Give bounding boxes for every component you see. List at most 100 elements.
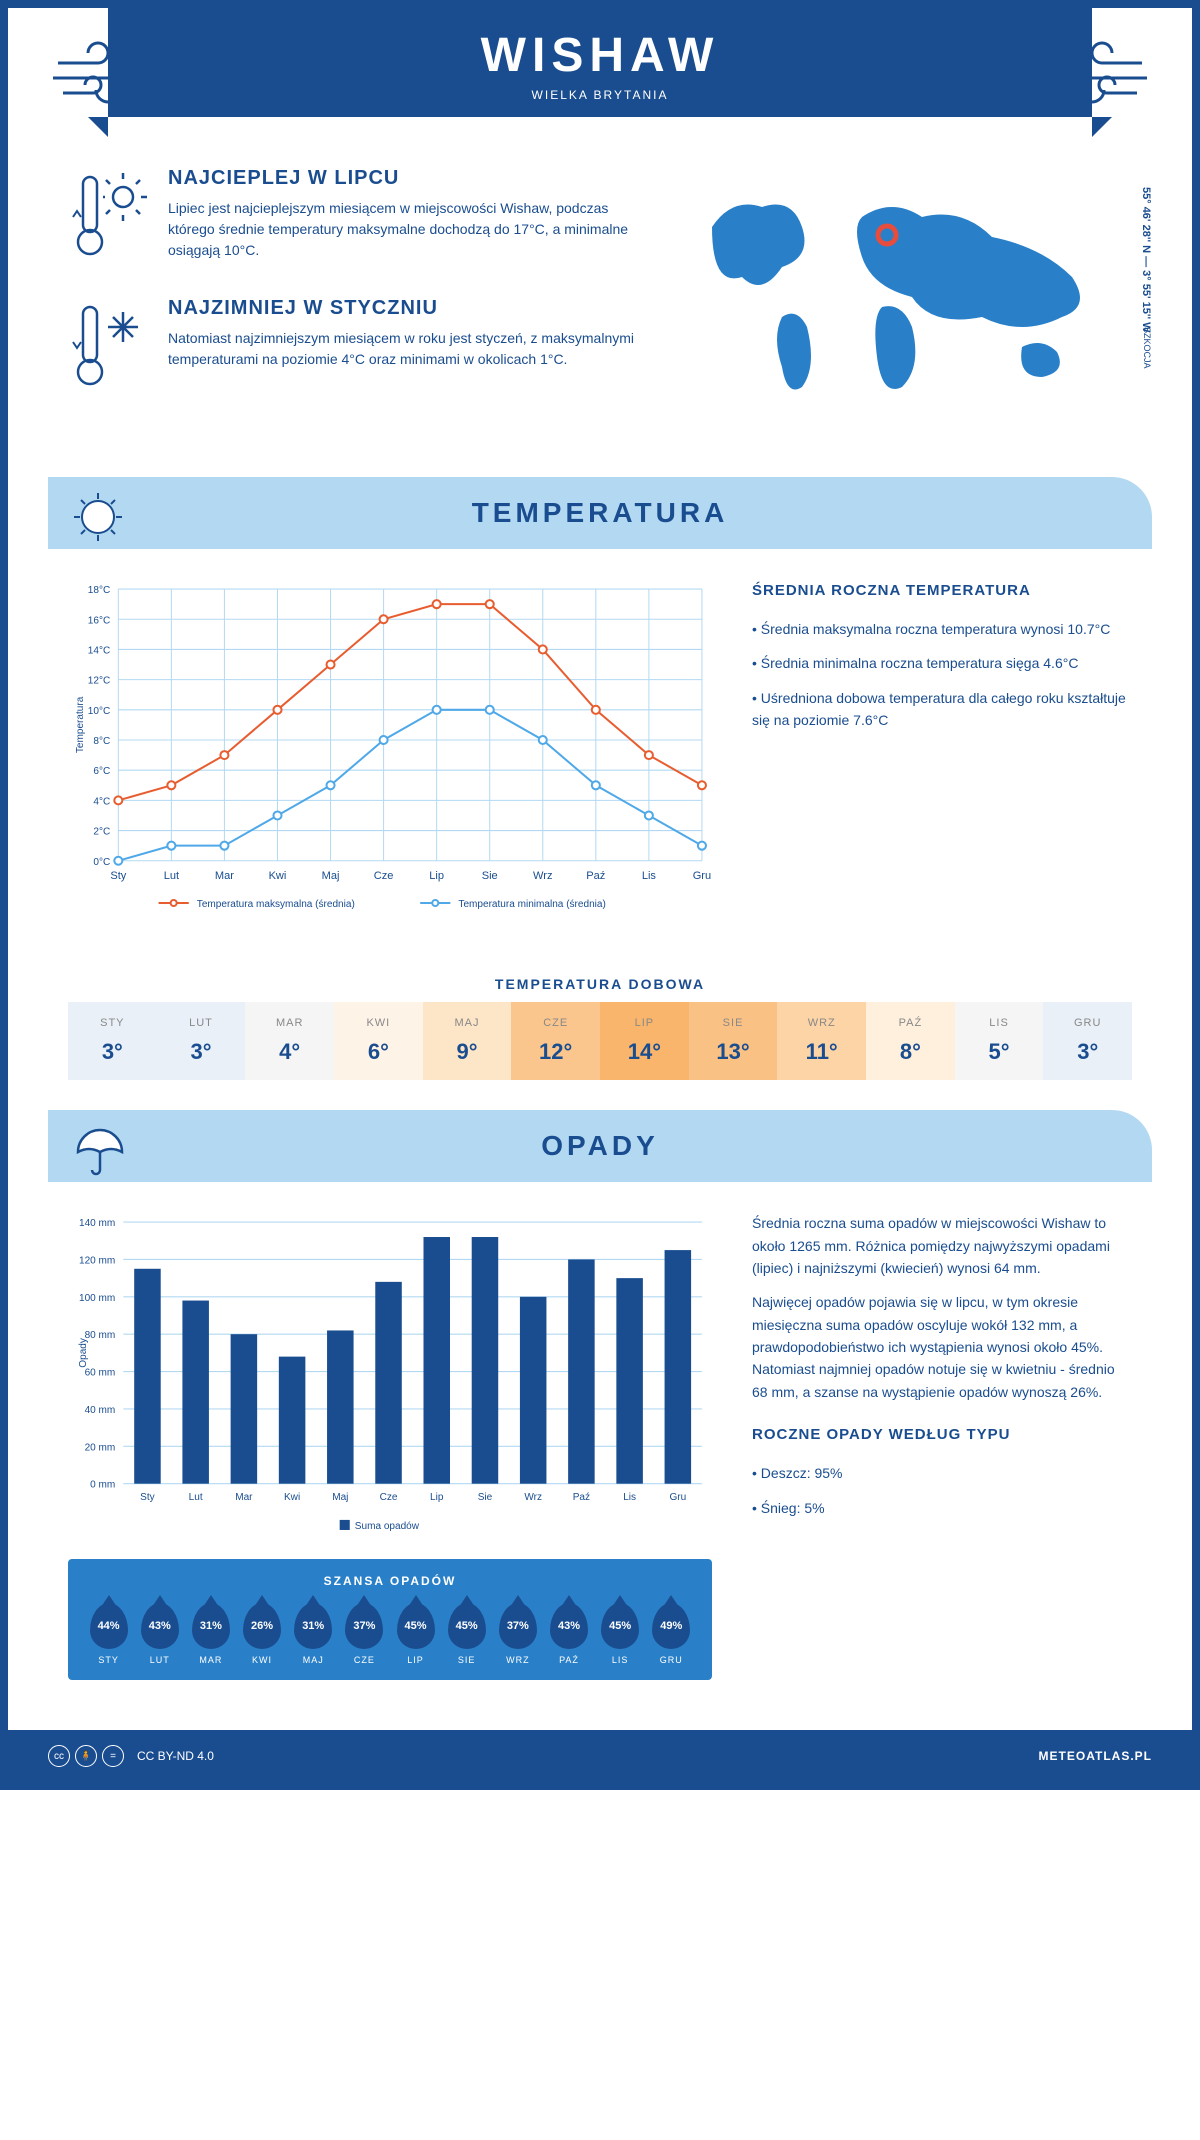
coldest-title: NAJZIMNIEJ W STYCZNIU [168,297,642,320]
temp-bullet-2: • Średnia minimalna roczna temperatura s… [752,652,1132,674]
thermometer-cold-icon [68,297,148,397]
intro-section: NAJCIEPLEJ W LIPCU Lipiec jest najcieple… [8,117,1192,457]
temp-bullet-3: • Uśredniona dobowa temperatura dla całe… [752,687,1132,732]
precipitation-summary: Średnia roczna suma opadów w miejscowośc… [752,1212,1132,1700]
temp-cell: WRZ11° [777,1002,866,1080]
svg-text:Wrz: Wrz [533,870,552,882]
svg-text:Kwi: Kwi [284,1492,300,1503]
svg-text:Mar: Mar [235,1492,253,1503]
cc-icon: cc [48,1745,70,1767]
svg-text:60 mm: 60 mm [85,1368,116,1379]
svg-text:0 mm: 0 mm [90,1480,115,1491]
daily-temp-title: TEMPERATURA DOBOWA [8,976,1192,992]
chance-drop: 26%KWI [241,1603,283,1665]
chance-drop: 49%GRU [650,1603,692,1665]
svg-text:Kwi: Kwi [269,870,287,882]
chance-drop: 31%MAR [190,1603,232,1665]
hottest-text: Lipiec jest najcieplejszym miesiącem w m… [168,198,642,261]
hottest-title: NAJCIEPLEJ W LIPCU [168,167,642,190]
svg-text:16°C: 16°C [88,615,110,626]
daily-temp-table: STY3°LUT3°MAR4°KWI6°MAJ9°CZE12°LIP14°SIE… [68,1002,1132,1080]
nd-icon: = [102,1745,124,1767]
svg-text:Temperatura: Temperatura [75,696,86,753]
country-subtitle: WIELKA BRYTANIA [108,88,1092,102]
svg-text:Cze: Cze [374,870,394,882]
svg-text:40 mm: 40 mm [85,1405,116,1416]
svg-text:Mar: Mar [215,870,234,882]
temperature-summary: ŚREDNIA ROCZNA TEMPERATURA • Średnia mak… [752,579,1132,926]
chance-drop: 43%LUT [139,1603,181,1665]
svg-text:100 mm: 100 mm [79,1293,115,1304]
precipitation-chance-box: SZANSA OPADÓW 44%STY43%LUT31%MAR26%KWI31… [68,1559,712,1680]
chance-drop: 45%LIP [395,1603,437,1665]
temp-cell: GRU3° [1043,1002,1132,1080]
svg-text:8°C: 8°C [93,736,110,747]
chance-drop: 43%PAŹ [548,1603,590,1665]
svg-text:Temperatura maksymalna (średni: Temperatura maksymalna (średnia) [197,899,355,910]
svg-text:Lip: Lip [430,1492,444,1503]
svg-text:12°C: 12°C [88,676,110,687]
svg-text:Maj: Maj [332,1492,348,1503]
world-map: 55° 46' 28'' N — 3° 55' 15'' W SZKOCJA [682,167,1132,427]
svg-text:140 mm: 140 mm [79,1218,115,1229]
chance-drop: 44%STY [88,1603,130,1665]
site-name: METEOATLAS.PL [1039,1749,1152,1763]
temp-summary-title: ŚREDNIA ROCZNA TEMPERATURA [752,579,1132,603]
by-icon: 🧍 [75,1745,97,1767]
map-svg [682,167,1132,417]
coldest-block: NAJZIMNIEJ W STYCZNIU Natomiast najzimni… [68,297,642,397]
precipitation-title: OPADY [541,1130,659,1161]
temp-cell: SIE13° [689,1002,778,1080]
svg-text:6°C: 6°C [93,766,110,777]
temp-cell: LUT3° [157,1002,246,1080]
chance-drop: 37%CZE [343,1603,385,1665]
temperature-line-chart: 0°C2°C4°C6°C8°C10°C12°C14°C16°C18°CStyLu… [68,579,712,921]
svg-text:Temperatura minimalna (średnia: Temperatura minimalna (średnia) [458,899,605,910]
region-label: SZKOCJA [1142,327,1152,369]
svg-text:Gru: Gru [669,1492,686,1503]
svg-text:Paź: Paź [586,870,605,882]
temp-cell: CZE12° [511,1002,600,1080]
svg-text:Cze: Cze [380,1492,398,1503]
temperature-section-header: TEMPERATURA [48,477,1152,549]
precipitation-bar-chart: 0 mm20 mm40 mm60 mm80 mm100 mm120 mm140 … [68,1212,712,1534]
temp-cell: KWI6° [334,1002,423,1080]
svg-text:Sty: Sty [110,870,126,882]
coldest-text: Natomiast najzimniejszym miesiącem w rok… [168,328,642,370]
page: WISHAW WIELKA BRYTANIA NAJCIEPLEJ W LIPC… [0,0,1200,1790]
chance-drop: 45%LIS [599,1603,641,1665]
svg-text:Lut: Lut [164,870,179,882]
header-banner: WISHAW WIELKA BRYTANIA [108,8,1092,117]
temp-cell: STY3° [68,1002,157,1080]
sun-icon [68,487,128,547]
chance-drop: 45%SIE [446,1603,488,1665]
svg-text:2°C: 2°C [93,827,110,838]
svg-text:Sie: Sie [482,870,498,882]
svg-text:Opady: Opady [78,1338,89,1368]
city-title: WISHAW [108,28,1092,83]
svg-text:Suma opadów: Suma opadów [355,1521,420,1532]
precip-para-1: Średnia roczna suma opadów w miejscowośc… [752,1212,1132,1279]
svg-text:Lip: Lip [429,870,444,882]
temperature-title: TEMPERATURA [472,497,729,528]
hottest-block: NAJCIEPLEJ W LIPCU Lipiec jest najcieple… [68,167,642,267]
precip-rain: • Deszcz: 95% [752,1462,1132,1484]
svg-text:Sty: Sty [140,1492,155,1503]
temp-bullet-1: • Średnia maksymalna roczna temperatura … [752,618,1132,640]
precip-type-title: ROCZNE OPADY WEDŁUG TYPU [752,1423,1132,1447]
svg-text:18°C: 18°C [88,585,110,596]
umbrella-icon [68,1120,128,1180]
svg-text:20 mm: 20 mm [85,1442,116,1453]
svg-text:Lis: Lis [623,1492,636,1503]
chance-drop: 31%MAJ [292,1603,334,1665]
svg-text:Sie: Sie [478,1492,493,1503]
svg-text:0°C: 0°C [93,857,110,868]
precip-snow: • Śnieg: 5% [752,1497,1132,1519]
chance-title: SZANSA OPADÓW [83,1574,697,1588]
license-block: cc 🧍 = CC BY-ND 4.0 [48,1745,214,1767]
precipitation-section-header: OPADY [48,1110,1152,1182]
footer: cc 🧍 = CC BY-ND 4.0 METEOATLAS.PL [8,1730,1192,1782]
svg-text:10°C: 10°C [88,706,110,717]
license-text: CC BY-ND 4.0 [137,1749,214,1763]
svg-text:Gru: Gru [693,870,711,882]
